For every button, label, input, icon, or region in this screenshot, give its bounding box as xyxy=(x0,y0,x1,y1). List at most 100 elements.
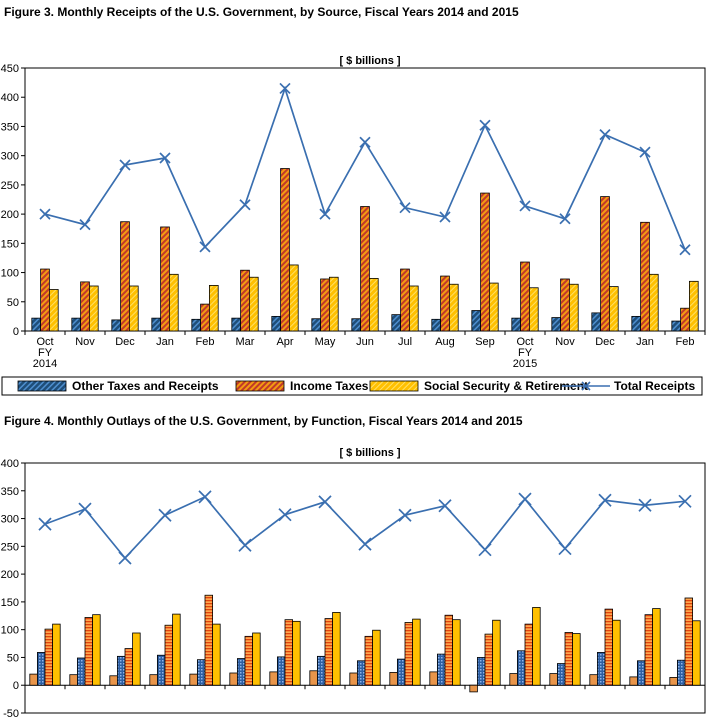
bar-series-3 xyxy=(252,632,261,686)
x-tick-label: 2014 xyxy=(33,358,57,370)
bar-series-3 xyxy=(132,632,141,686)
line-point xyxy=(638,498,652,512)
x-tick-label: Dec xyxy=(115,336,135,348)
line-point xyxy=(639,146,651,158)
line-point xyxy=(78,502,92,516)
bar-income-taxes xyxy=(120,221,130,332)
bar-series-0 xyxy=(109,675,118,686)
x-tick-label: Oct xyxy=(516,336,533,348)
y-tick-label: 0 xyxy=(13,326,19,338)
bar-series-2 xyxy=(164,624,173,686)
bar-income-taxes xyxy=(480,192,490,332)
bar-series-2 xyxy=(444,614,453,686)
y-tick-label: 0 xyxy=(13,680,19,692)
bar-series-0 xyxy=(629,676,638,686)
bar-series-3 xyxy=(612,619,621,686)
bar-series-3 xyxy=(172,613,181,686)
bar-series-0 xyxy=(69,674,78,686)
bar-series-0 xyxy=(269,671,278,686)
line-point xyxy=(38,517,52,531)
bar-social-security-retirement xyxy=(408,285,419,332)
bar-series-2 xyxy=(524,623,533,686)
y-tick-label: 50 xyxy=(7,652,19,664)
legend-swatch-ss xyxy=(369,380,419,392)
line-point xyxy=(119,159,131,171)
x-tick-label: May xyxy=(315,336,336,348)
plot-area xyxy=(24,462,706,714)
legend-label-total: Total Receipts xyxy=(614,379,695,393)
bar-series-3 xyxy=(292,620,301,686)
bar-series-1 xyxy=(476,657,486,686)
x-tick-label: Mar xyxy=(236,336,255,348)
bar-series-2 xyxy=(284,619,293,686)
line-point xyxy=(678,494,692,508)
y-tick-label: 400 xyxy=(1,92,19,104)
bar-series-3 xyxy=(332,612,341,686)
x-tick-label: Oct xyxy=(36,336,53,348)
bar-series-3 xyxy=(492,619,501,686)
bar-series-3 xyxy=(412,618,421,686)
line-point xyxy=(558,541,572,556)
bar-series-3 xyxy=(532,607,541,686)
legend-label-other: Other Taxes and Receipts xyxy=(72,379,219,393)
bar-series-3 xyxy=(692,620,701,686)
legend-swatch-other xyxy=(17,380,67,392)
line-point xyxy=(319,208,331,220)
y-tick-label: 50 xyxy=(7,297,19,309)
bar-series-3 xyxy=(372,629,381,686)
line-point xyxy=(439,211,451,223)
x-tick-label: Jan xyxy=(156,336,174,348)
bar-social-security-retirement xyxy=(288,264,299,332)
y-tick-label: 100 xyxy=(1,268,19,280)
line-total xyxy=(44,495,686,560)
figure4-title: Figure 4. Monthly Outlays of the U.S. Go… xyxy=(4,414,523,428)
figure3-title: Figure 3. Monthly Receipts of the U.S. G… xyxy=(4,5,519,19)
bar-series-2 xyxy=(44,628,53,686)
bar-series-1 xyxy=(517,650,526,686)
x-tick-label: Jan xyxy=(636,336,654,348)
line-point xyxy=(159,152,171,164)
x-tick-label: 2015 xyxy=(513,358,537,370)
bar-series-1 xyxy=(436,653,446,686)
bar-series-0 xyxy=(389,672,398,686)
bar-series-2 xyxy=(684,597,693,686)
bar-series-1 xyxy=(637,660,646,686)
bar-social-security-retirement xyxy=(248,276,259,332)
bar-social-security-retirement xyxy=(208,285,219,332)
bar-social-security-retirement xyxy=(689,280,699,332)
bar-series-0 xyxy=(309,670,318,686)
bar-series-3 xyxy=(212,623,221,686)
y-tick-label: 200 xyxy=(1,569,19,581)
bar-series-0 xyxy=(429,671,438,686)
bar-series-1 xyxy=(236,658,246,686)
y-tick-label: 300 xyxy=(1,151,19,163)
bar-series-2 xyxy=(364,635,373,686)
bar-social-security-retirement xyxy=(529,287,539,332)
y-tick-label: 450 xyxy=(1,63,19,75)
line-point xyxy=(279,82,291,95)
line-point xyxy=(118,551,132,565)
bar-social-security-retirement xyxy=(609,286,619,332)
bar-series-3 xyxy=(52,623,61,686)
line-point xyxy=(559,213,571,225)
bar-social-security-retirement xyxy=(368,277,379,332)
y-tick-label: 350 xyxy=(1,121,19,133)
legend-swatch-income xyxy=(235,380,285,392)
x-tick-label: Dec xyxy=(595,336,615,348)
line-point xyxy=(518,492,532,506)
bar-series-2 xyxy=(244,635,253,686)
bar-series-1 xyxy=(316,655,326,686)
legend-marker-total xyxy=(581,381,591,391)
bar-series-0 xyxy=(149,674,158,686)
line-point xyxy=(679,244,691,256)
y-tick-label: 350 xyxy=(1,486,19,498)
bar-series-2 xyxy=(404,622,413,686)
line-point xyxy=(358,537,372,551)
receipts-legend: Other Taxes and Receipts Income Taxes So… xyxy=(1,376,703,396)
line-point xyxy=(158,508,172,522)
y-tick-label: 250 xyxy=(1,180,19,192)
bar-series-3 xyxy=(92,614,101,686)
bar-social-security-retirement xyxy=(448,283,459,332)
y-tick-label: -50 xyxy=(3,708,19,720)
